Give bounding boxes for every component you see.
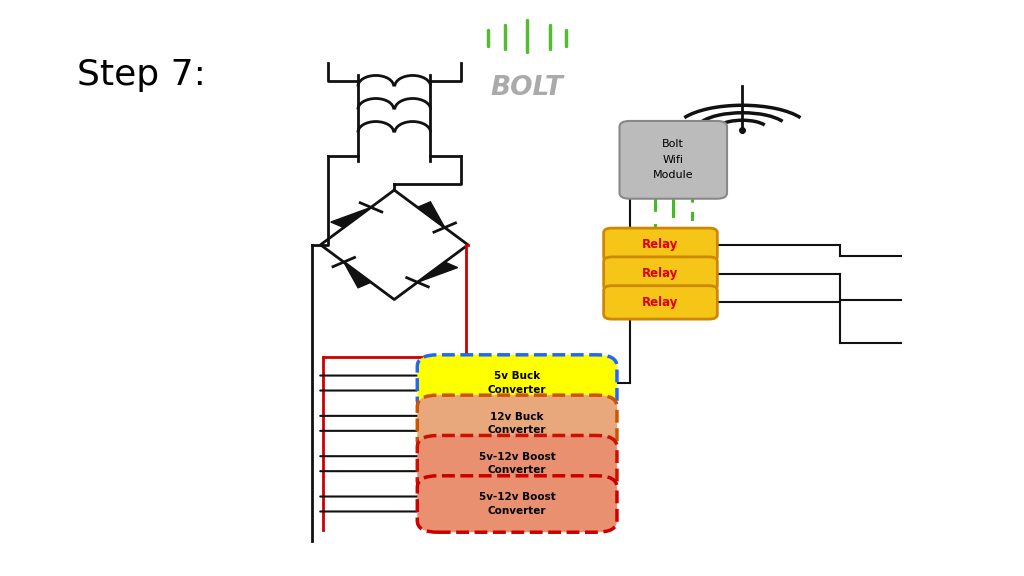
Text: 5v-12v Boost
Converter: 5v-12v Boost Converter — [479, 492, 555, 516]
FancyBboxPatch shape — [418, 395, 616, 452]
Text: Relay: Relay — [642, 267, 679, 280]
Text: 5v Buck
Converter: 5v Buck Converter — [487, 372, 547, 395]
Polygon shape — [418, 202, 444, 228]
FancyBboxPatch shape — [604, 286, 717, 319]
Polygon shape — [331, 207, 371, 228]
FancyBboxPatch shape — [604, 257, 717, 290]
Text: 12v Buck
Converter: 12v Buck Converter — [487, 412, 547, 435]
Text: Bolt
Wifi
Module: Bolt Wifi Module — [653, 139, 693, 180]
FancyBboxPatch shape — [620, 121, 727, 199]
FancyBboxPatch shape — [418, 435, 616, 492]
Text: Relay: Relay — [642, 296, 679, 309]
Text: 5v-12v Boost
Converter: 5v-12v Boost Converter — [479, 452, 555, 475]
Text: Step 7:: Step 7: — [77, 58, 206, 92]
FancyBboxPatch shape — [418, 355, 616, 411]
Polygon shape — [418, 262, 458, 282]
Text: Relay: Relay — [642, 238, 679, 251]
Polygon shape — [344, 262, 371, 288]
FancyBboxPatch shape — [604, 228, 717, 262]
FancyBboxPatch shape — [418, 476, 616, 532]
Text: BOLT: BOLT — [490, 75, 564, 101]
